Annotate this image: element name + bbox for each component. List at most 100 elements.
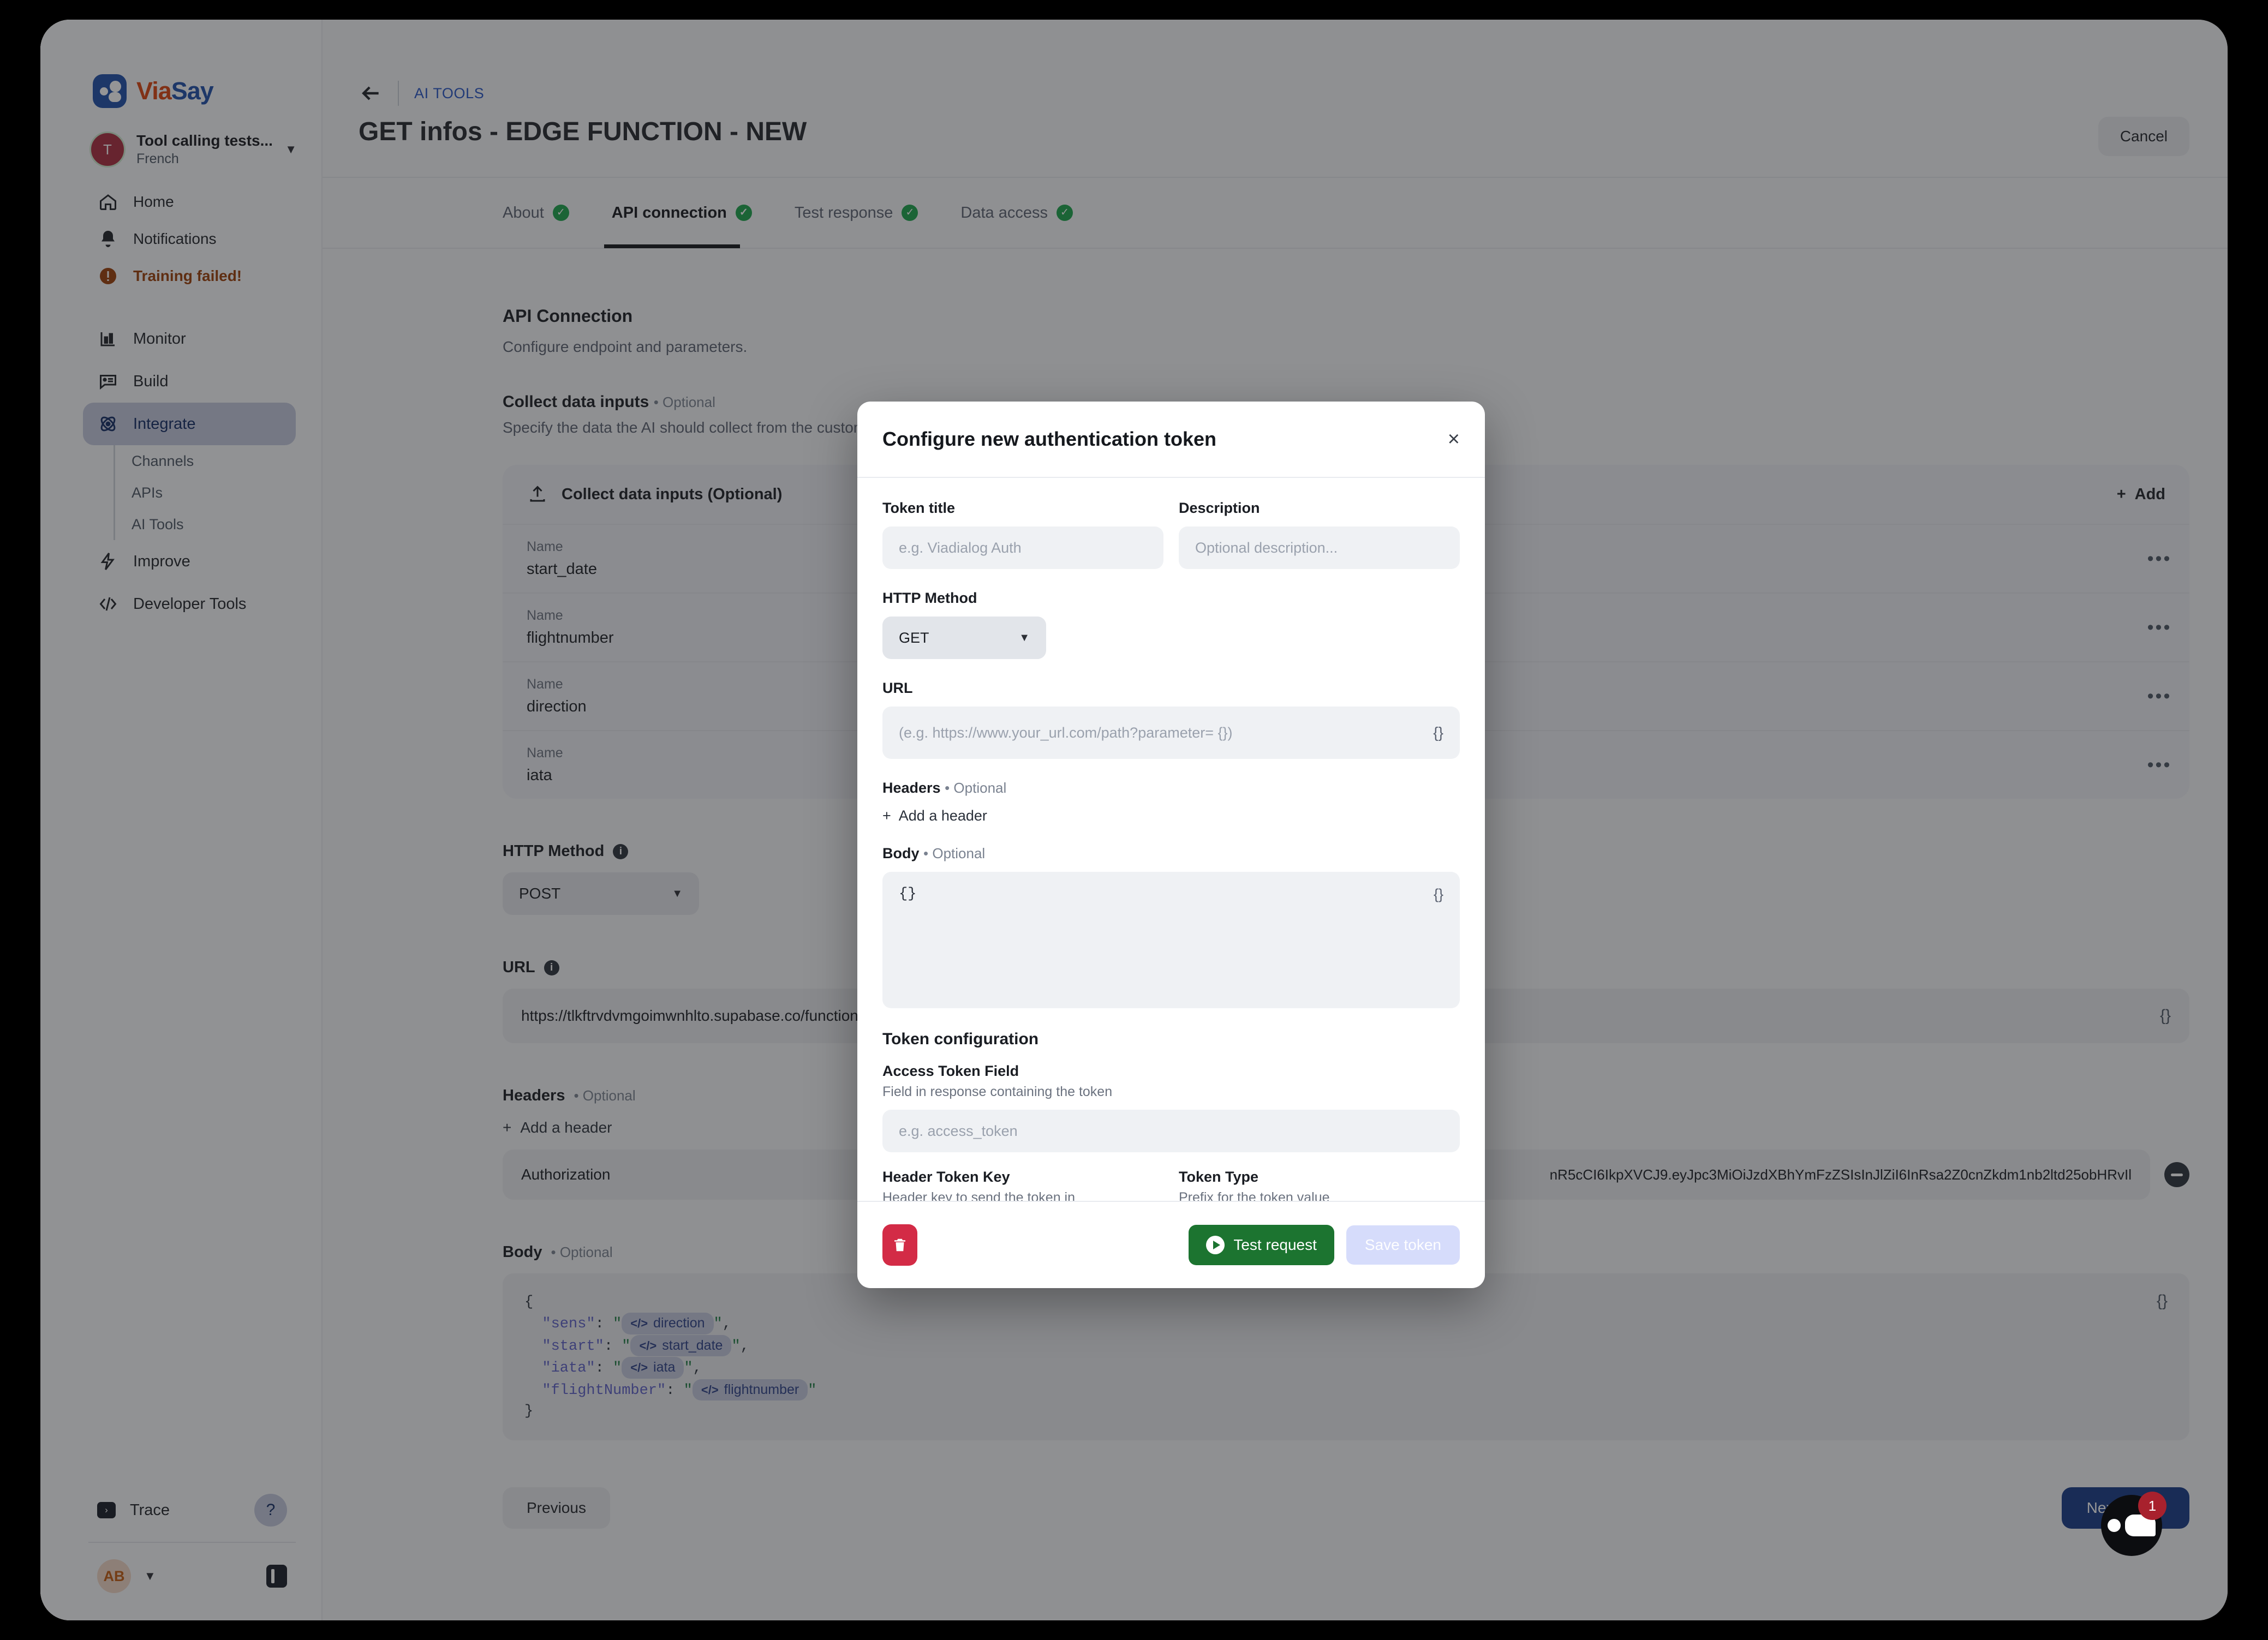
tab-data-access[interactable]: Data access ✓	[960, 177, 1073, 248]
row-name-cell: Name iata	[503, 731, 961, 799]
collect-card-header: Collect data inputs (Optional) + Add	[503, 465, 2189, 524]
tab-api-connection[interactable]: API connection ✓	[604, 177, 752, 248]
sidebar-subitem-label: APIs	[132, 484, 163, 501]
row-name-cell: Name direction	[503, 662, 961, 730]
sidebar-item-home[interactable]: Home	[83, 183, 296, 220]
sidebar-subitem-label: AI Tools	[132, 516, 184, 532]
token-title-input[interactable]: e.g. Viadialog Auth	[882, 526, 1163, 569]
optional-tag: • Optional	[945, 780, 1007, 796]
dialog-title: Configure new authentication token	[882, 428, 1217, 450]
body-editor[interactable]: {} { "sens": " </> direction ", "start": " <…	[503, 1273, 2189, 1441]
back-arrow-icon[interactable]	[359, 81, 383, 105]
modal-url-input[interactable]: (e.g. https://www.your_url.com/path?para…	[882, 707, 1460, 759]
dialog-footer: Test request Save token	[857, 1201, 1485, 1288]
chevron-down-icon: ▼	[144, 1569, 156, 1583]
headers-label: Headers • Optional	[503, 1087, 636, 1104]
code-icon	[97, 593, 119, 615]
collect-data-label: Collect data inputs	[503, 393, 649, 411]
name-label: Name	[527, 745, 563, 761]
logo-text-part1: Via	[136, 77, 172, 105]
row-menu-icon[interactable]: •••	[2147, 685, 2172, 707]
modal-add-header-label: Add a header	[898, 807, 987, 824]
row-menu-icon[interactable]: •••	[2147, 754, 2172, 775]
tab-label: Test response	[794, 204, 893, 222]
modal-http-method-select[interactable]: GET ▼	[882, 617, 1046, 659]
workspace-switcher[interactable]: T Tool calling tests... French ▼	[89, 131, 297, 167]
chat-widget-button[interactable]: 1	[2101, 1492, 2166, 1556]
row-name-cell: Name flightnumber	[503, 594, 961, 661]
braces-icon[interactable]: {}	[1433, 886, 1443, 902]
help-icon[interactable]: ?	[254, 1494, 287, 1527]
trash-icon	[894, 1238, 905, 1252]
token-description-input[interactable]: Optional description...	[1179, 526, 1460, 569]
section-subtitle: Configure endpoint and parameters.	[503, 338, 748, 355]
test-request-button[interactable]: Test request	[1189, 1225, 1334, 1265]
plus-icon: +	[2116, 485, 2126, 503]
code-line: }	[524, 1403, 534, 1420]
home-icon	[97, 191, 119, 213]
add-input-button[interactable]: + Add	[2117, 486, 2165, 504]
info-icon[interactable]: i	[544, 960, 559, 975]
cancel-button[interactable]: Cancel	[2098, 117, 2189, 156]
user-menu[interactable]: AB ▼	[83, 1543, 301, 1620]
delete-token-button[interactable]	[882, 1224, 917, 1266]
modal-body-label: Body • Optional	[882, 845, 986, 861]
token-type-help: Prefix for the token value	[1179, 1190, 1330, 1201]
access-token-field-help: Field in response containing the token	[882, 1084, 1113, 1099]
token-title-label: Token title	[882, 500, 956, 516]
row-menu-icon[interactable]: •••	[2147, 548, 2172, 569]
sidebar-item-notifications[interactable]: Notifications	[83, 220, 296, 258]
check-icon: ✓	[552, 205, 569, 221]
sidebar-item-developer-tools[interactable]: Developer Tools	[83, 583, 296, 625]
remove-header-icon[interactable]	[2164, 1162, 2189, 1187]
close-icon[interactable]: ×	[1447, 427, 1460, 451]
play-icon	[1206, 1236, 1225, 1254]
terminal-icon: ›	[97, 1502, 116, 1518]
tab-test-response[interactable]: Test response ✓	[795, 177, 918, 248]
check-icon: ✓	[1057, 205, 1073, 221]
tab-about[interactable]: About ✓	[503, 177, 569, 248]
page-header: AI TOOLS GET infos - EDGE FUNCTION - NEW…	[323, 20, 2228, 178]
trace-label: Trace	[130, 1501, 170, 1519]
braces-icon[interactable]: {}	[1433, 724, 1443, 741]
breadcrumb-link[interactable]: AI TOOLS	[414, 85, 485, 101]
modal-body-editor[interactable]: {} {}	[882, 872, 1460, 1008]
sidebar-item-monitor[interactable]: Monitor	[83, 318, 296, 360]
section-title: API Connection	[503, 306, 633, 326]
app-logo[interactable]: ViaSay	[93, 74, 214, 108]
sidebar-item-build[interactable]: Build	[83, 360, 296, 403]
sidebar-item-label: Improve	[133, 552, 190, 570]
row-menu-icon[interactable]: •••	[2147, 617, 2172, 638]
logo-text: ViaSay	[136, 77, 214, 105]
sidebar-item-improve[interactable]: Improve	[83, 540, 296, 583]
braces-icon[interactable]: {}	[2159, 1007, 2171, 1025]
previous-button[interactable]: Previous	[503, 1487, 610, 1529]
sidebar-item-apis[interactable]: APIs	[132, 477, 296, 508]
info-icon[interactable]: i	[613, 843, 629, 859]
toggle-panel-icon[interactable]	[266, 1565, 287, 1588]
header-token-key-help: Header key to send the token in	[882, 1190, 1076, 1201]
sidebar-item-training-failed[interactable]: Training failed!	[83, 258, 296, 295]
modal-add-header-button[interactable]: + Add a header	[882, 807, 1460, 824]
logo-text-part2: Say	[171, 77, 214, 105]
sidebar-item-integrate[interactable]: Integrate	[83, 403, 296, 445]
dialog-body: Token title e.g. Viadialog Auth Descript…	[857, 478, 1485, 1201]
modal-url-label: URL	[882, 680, 913, 696]
trace-row[interactable]: › Trace ?	[83, 1488, 301, 1532]
sidebar-item-ai-tools[interactable]: AI Tools	[132, 508, 296, 540]
sidebar-item-channels[interactable]: Channels	[132, 445, 296, 477]
add-label: Add	[2134, 485, 2165, 503]
breadcrumb: AI TOOLS	[359, 81, 484, 106]
configure-token-dialog: Configure new authentication token × Tok…	[857, 402, 1485, 1288]
http-method-select[interactable]: POST ▼	[503, 872, 699, 915]
sidebar-subnav: Channels APIs AI Tools	[114, 445, 296, 540]
access-token-field-input[interactable]: e.g. access_token	[882, 1110, 1460, 1152]
atom-icon	[97, 413, 119, 435]
add-header-button[interactable]: + Add a header	[503, 1119, 2189, 1136]
access-token-field-label: Access Token Field	[882, 1063, 1019, 1079]
save-token-button[interactable]: Save token	[1346, 1225, 1460, 1265]
variable-chip: </> start_date	[630, 1334, 732, 1357]
braces-icon[interactable]: {}	[2156, 1292, 2168, 1310]
collect-data-title: Collect data inputs • Optional	[503, 393, 2189, 411]
optional-tag: • Optional	[653, 394, 715, 410]
